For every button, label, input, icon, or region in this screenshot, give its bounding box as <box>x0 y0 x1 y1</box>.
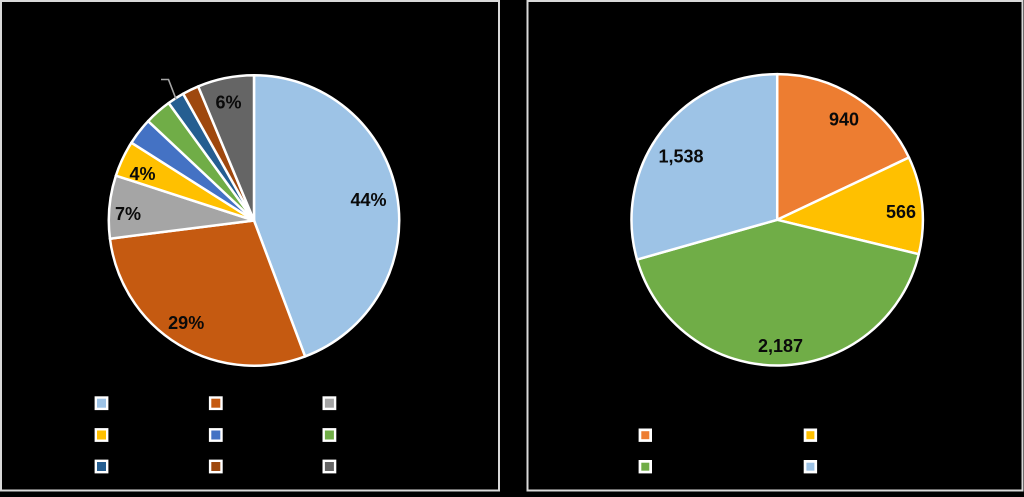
svg-text:6%: 6% <box>215 92 241 112</box>
svg-text:4%: 4% <box>129 164 155 184</box>
svg-text:566: 566 <box>886 202 916 222</box>
svg-text:29%: 29% <box>168 313 204 333</box>
svg-text:7%: 7% <box>115 204 141 224</box>
svg-text:2,187: 2,187 <box>758 336 803 356</box>
svg-text:940: 940 <box>829 110 859 130</box>
svg-text:1,538: 1,538 <box>658 147 703 167</box>
svg-text:44%: 44% <box>350 190 386 210</box>
